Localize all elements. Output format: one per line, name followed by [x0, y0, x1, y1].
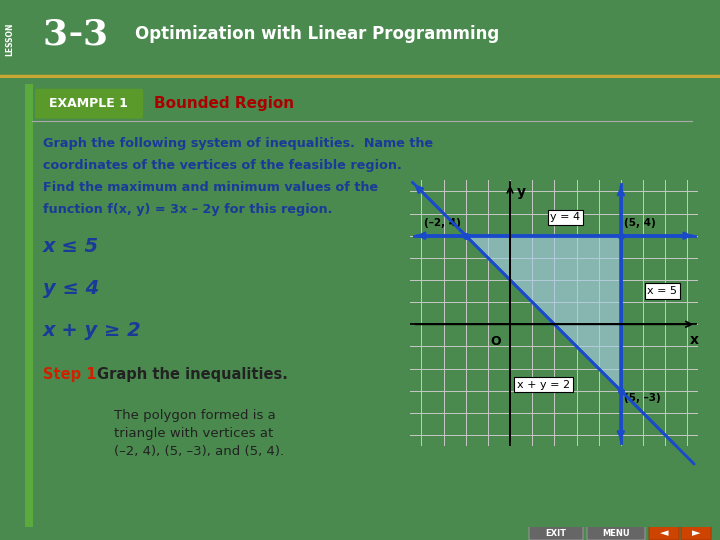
- Text: MENU: MENU: [602, 529, 630, 538]
- Text: Find the maximum and minimum values of the: Find the maximum and minimum values of t…: [43, 181, 378, 194]
- Text: 3: 3: [82, 17, 107, 51]
- FancyBboxPatch shape: [681, 526, 711, 540]
- Text: 3: 3: [42, 17, 68, 51]
- Text: Graph the inequalities.: Graph the inequalities.: [97, 367, 288, 382]
- Text: (5, –3): (5, –3): [624, 393, 661, 403]
- Text: The polygon formed is a: The polygon formed is a: [114, 409, 276, 422]
- FancyBboxPatch shape: [35, 89, 143, 119]
- Text: coordinates of the vertices of the feasible region.: coordinates of the vertices of the feasi…: [43, 159, 402, 172]
- Text: function f(x, y) = 3x – 2y for this region.: function f(x, y) = 3x – 2y for this regi…: [43, 202, 333, 215]
- Text: Step 1: Step 1: [43, 367, 96, 382]
- Text: x ≤ 5: x ≤ 5: [43, 237, 99, 255]
- Text: (–2, 4), (5, –3), and (5, 4).: (–2, 4), (5, –3), and (5, 4).: [114, 444, 284, 457]
- Text: y ≤ 4: y ≤ 4: [43, 279, 99, 298]
- Text: (5, 4): (5, 4): [624, 218, 656, 228]
- Text: Optimization with Linear Programming: Optimization with Linear Programming: [135, 25, 499, 43]
- Text: Graph the following system of inequalities.  Name the: Graph the following system of inequaliti…: [43, 137, 433, 150]
- Text: EXIT: EXIT: [546, 529, 567, 538]
- Text: y = 4: y = 4: [550, 212, 580, 222]
- Text: x + y = 2: x + y = 2: [517, 380, 570, 390]
- Text: triangle with vertices at: triangle with vertices at: [114, 427, 274, 440]
- Text: Bounded Region: Bounded Region: [154, 96, 294, 111]
- FancyBboxPatch shape: [529, 526, 583, 540]
- Text: x = 5: x = 5: [647, 286, 678, 296]
- Text: x: x: [690, 333, 698, 347]
- Text: LESSON: LESSON: [6, 22, 14, 56]
- Text: ►: ►: [692, 528, 701, 538]
- Bar: [25, 84, 33, 526]
- Text: (–2, 4): (–2, 4): [425, 218, 462, 228]
- FancyBboxPatch shape: [649, 526, 679, 540]
- Text: y: y: [517, 185, 526, 199]
- Text: EXAMPLE 1: EXAMPLE 1: [49, 97, 128, 110]
- Text: ◄: ◄: [660, 528, 668, 538]
- Polygon shape: [466, 235, 621, 391]
- Text: O: O: [490, 335, 501, 348]
- Text: –: –: [68, 20, 82, 48]
- Text: x + y ≥ 2: x + y ≥ 2: [43, 321, 142, 340]
- FancyBboxPatch shape: [587, 526, 645, 540]
